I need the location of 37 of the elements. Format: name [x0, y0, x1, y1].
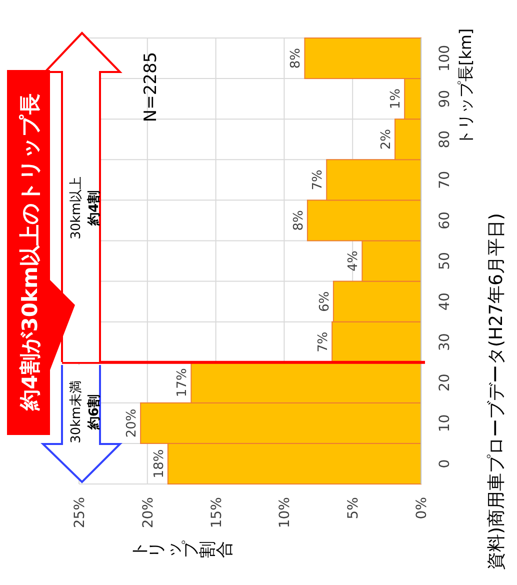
data-label: 20% [124, 408, 140, 438]
x-tick-label: 20% [140, 497, 156, 528]
data-label: 4% [346, 250, 362, 272]
y-axis-title: トリップ長[km] [456, 28, 475, 146]
y-tick-label: 100 [437, 44, 453, 72]
x-tick-label: 0% [414, 497, 430, 520]
data-label: 2% [379, 129, 394, 150]
annotation: 約4割 [86, 190, 102, 227]
data-label: 6% [317, 291, 332, 312]
y-tick-label: 60 [437, 212, 453, 230]
data-label: 17% [175, 368, 190, 398]
y-tick-label: 40 [437, 292, 453, 310]
annotation: 約6割 [86, 394, 102, 431]
data-label: 8% [291, 210, 306, 231]
y-tick-label: 70 [437, 170, 453, 189]
text: 約4割が30km以上のトリップ長 [18, 94, 42, 412]
annotation: 30km以上 [69, 176, 84, 240]
data-label: 8% [288, 48, 304, 69]
data-label: 1% [388, 88, 404, 110]
x-tick-label: 5% [346, 497, 362, 520]
y-tick-label: 90 [437, 90, 453, 108]
x-axis-title: トリップ割合 [130, 540, 235, 558]
y-tick-label: 80 [437, 130, 453, 148]
y-tick-label: 0 [437, 459, 453, 468]
data-label: 18% [152, 449, 167, 478]
data-label: 7% [316, 332, 332, 352]
annotation: 30km未満 [69, 380, 84, 444]
x-tick-label: 10% [277, 497, 294, 528]
x-tick-label: 25% [72, 497, 88, 528]
y-tick-label: 30 [437, 333, 453, 352]
data-label: 7% [310, 170, 326, 190]
y-tick-label: 50 [437, 252, 453, 270]
x-tick-label: 15% [208, 497, 225, 528]
text: 資料)商用車プローブデータ(H27年6月平日) [486, 213, 507, 570]
y-tick-label: 10 [437, 414, 453, 432]
y-tick-label: 20 [437, 374, 453, 392]
annotation: N=2285 [141, 52, 161, 122]
